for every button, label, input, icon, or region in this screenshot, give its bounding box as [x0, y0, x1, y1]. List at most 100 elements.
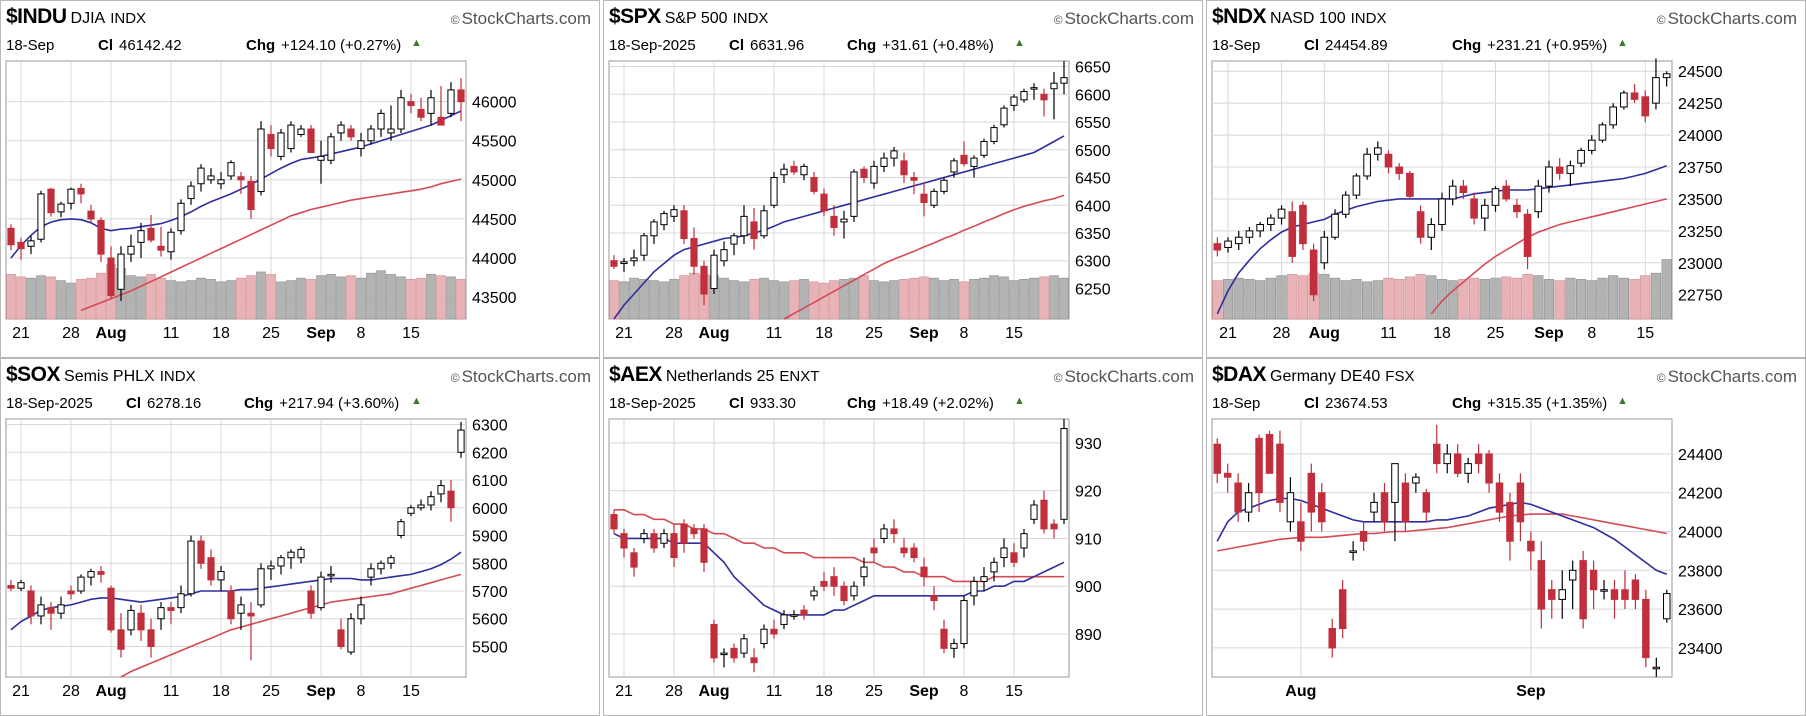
volume-bar — [76, 279, 86, 320]
y-tick-label: 23000 — [1678, 256, 1723, 273]
candle — [337, 618, 345, 650]
candle — [840, 581, 848, 606]
chart-panel-sox[interactable]: $SOX Semis PHLX INDX © StockCharts.com 18-Sep… — [0, 358, 600, 716]
chart-panel-aex[interactable]: $AEX Netherlands 25 ENXT © StockCharts.com 18… — [603, 358, 1203, 716]
quote-date: 18-Sep-2025 — [6, 395, 93, 412]
candle — [800, 163, 808, 181]
volume-bar — [689, 272, 699, 320]
candle-body — [1485, 453, 1493, 484]
candle-body — [1523, 213, 1532, 257]
candle-body — [860, 168, 868, 179]
candle — [427, 89, 435, 126]
x-tick-label: 18 — [815, 683, 833, 700]
y-tick-label: 910 — [1075, 531, 1102, 548]
price-chart[interactable]: 23400 23600 23800 24000 24200 24400 Aug Sep — [1207, 359, 1805, 715]
candle — [387, 105, 395, 141]
volume-bar — [1447, 280, 1458, 320]
quote-date: 18-Sep — [6, 37, 55, 54]
brand-watermark: © StockCharts.com — [451, 9, 591, 29]
volume-bar — [1618, 277, 1629, 320]
volume-bar — [376, 270, 386, 320]
candle — [1320, 230, 1329, 270]
candle-body — [127, 245, 135, 255]
exchange-code: ENXT — [779, 368, 820, 385]
price-chart[interactable]: 43500 44000 44500 45000 45500 46000 21 28 Aug 11 1… — [1, 1, 599, 357]
candle-body — [610, 514, 618, 530]
candle-body — [1288, 211, 1297, 257]
candle-body — [690, 238, 698, 267]
x-tick-label: 28 — [1273, 325, 1291, 342]
copyright-icon: © — [1656, 371, 1666, 385]
candle-body — [437, 116, 445, 126]
close-price: 933.30 — [750, 395, 796, 412]
candle — [1297, 502, 1305, 551]
candle-body — [680, 523, 688, 544]
y-tick-label: 6250 — [1075, 281, 1111, 298]
x-tick-label: 21 — [615, 683, 633, 700]
candle-body — [97, 219, 105, 255]
candle — [407, 505, 415, 517]
candle-body — [1307, 472, 1316, 513]
candle — [1359, 521, 1368, 551]
close-value: Cl 24454.89 — [1304, 37, 1388, 54]
candle — [77, 183, 85, 204]
candle-body — [950, 160, 958, 173]
candle-body — [1495, 482, 1504, 513]
chart-panel-ndx[interactable]: $NDX NASD 100 INDX © StockCharts.com 18-Sep Cl… — [1206, 0, 1806, 358]
volume-bar — [166, 280, 176, 320]
close-price: 24454.89 — [1325, 37, 1388, 54]
candle-body — [457, 429, 465, 453]
change-amount: +31.61 (+0.48%) — [882, 37, 994, 54]
x-tick-label: 15 — [1005, 325, 1023, 342]
candle — [217, 566, 225, 591]
volume-bar — [1458, 279, 1469, 320]
volume-bar — [929, 277, 939, 320]
chart-panel-dax[interactable]: $DAX Germany DE40 FSX © StockCharts.com 18-Se… — [1206, 358, 1806, 716]
candle-body — [267, 133, 275, 150]
volume-bar — [609, 280, 619, 320]
candle — [1370, 492, 1378, 522]
candle-body — [137, 230, 145, 243]
candle — [307, 585, 315, 619]
candle — [1491, 186, 1500, 212]
volume-bar — [456, 279, 466, 320]
candle — [67, 585, 75, 600]
price-chart[interactable]: 6250 6300 6350 6400 6450 6500 6550 6600 6650 21 28… — [604, 1, 1202, 357]
price-chart[interactable]: 5500 5600 5700 5800 5900 6000 6100 6200 6300 21 28… — [1, 359, 599, 715]
price-chart[interactable]: 890 900 910 920 930 21 28 Aug 11 18 25 Sep 8 15 — [604, 359, 1202, 715]
y-tick-label: 46000 — [472, 95, 517, 112]
chart-panel-spx[interactable]: $SPX S&P 500 INDX © StockCharts.com 18-Sep-20… — [603, 0, 1203, 358]
candle — [1545, 160, 1553, 193]
moving-average-long — [80, 178, 462, 312]
candle-body — [710, 623, 718, 659]
close-value: Cl 6278.16 — [126, 395, 201, 412]
candle-body — [980, 140, 988, 156]
x-tick-label: 18 — [815, 325, 833, 342]
candle-body — [367, 128, 375, 142]
candle — [1609, 103, 1617, 129]
candle — [1416, 205, 1425, 244]
candle-body — [630, 257, 638, 262]
candle-body — [1416, 211, 1425, 238]
chart-panel-indu[interactable]: $INDU DJIA INDX © StockCharts.com 18-Sep Cl 461… — [0, 0, 600, 358]
candle — [640, 528, 648, 544]
chart-header: $SOX Semis PHLX INDX © StockCharts.com — [6, 363, 596, 387]
price-chart[interactable]: 22750 23000 23250 23500 23750 24000 24250 24500… — [1207, 1, 1805, 357]
candle-body — [1010, 552, 1018, 563]
candle-body — [890, 150, 898, 159]
close-label: Cl — [1304, 395, 1319, 412]
candle-body — [1277, 208, 1286, 219]
candle-body — [1422, 492, 1431, 513]
candle-body — [1224, 240, 1232, 248]
x-tick-label: 11 — [163, 325, 180, 342]
candle — [760, 624, 768, 649]
candle-body — [237, 176, 245, 181]
x-tick-label: 8 — [357, 325, 366, 342]
y-tick-label: 24400 — [1678, 447, 1723, 464]
close-label: Cl — [126, 395, 141, 412]
candle — [1513, 198, 1521, 219]
x-tick-label: 25 — [865, 325, 883, 342]
candle — [980, 567, 988, 591]
candle-body — [357, 604, 365, 620]
volume-bar — [176, 281, 186, 320]
